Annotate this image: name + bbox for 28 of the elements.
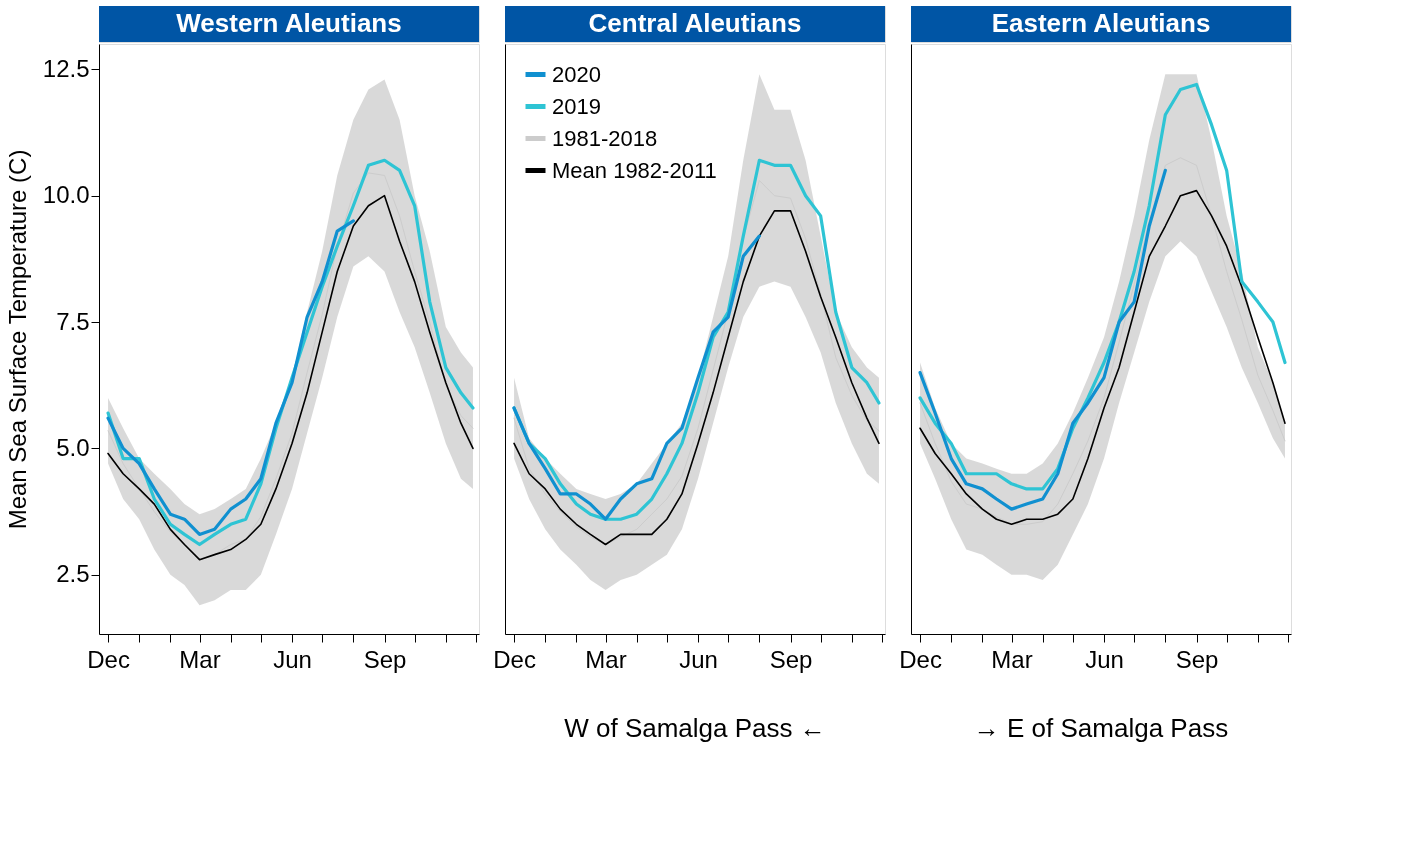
y-tick-label: 2.5	[56, 560, 90, 588]
y-tick-label: 7.5	[56, 307, 90, 335]
text: W of Samalga Pass ←	[564, 713, 826, 743]
x-tick-label: Mar	[991, 645, 1033, 673]
y-tick-label: 12.5	[42, 54, 90, 82]
chart-title: Western Aleutians	[176, 8, 402, 38]
legend-label: Mean 1982-2011	[552, 157, 717, 183]
x-tick-label: Dec	[493, 645, 536, 673]
text: → E of Samalga Pass	[973, 713, 1229, 743]
x-tick-label: Mar	[179, 645, 221, 673]
legend-label: 2020	[552, 61, 601, 87]
x-tick-label: Sep	[769, 645, 813, 673]
legend-label: 1981-2018	[552, 125, 658, 151]
x-tick-label: Jun	[679, 645, 718, 673]
y-axis-title: Mean Sea Surface Temperature (C)	[3, 149, 31, 530]
x-tick-label: Dec	[87, 645, 130, 673]
x-tick-label: Sep	[1175, 645, 1219, 673]
x-tick-label: Sep	[363, 645, 407, 673]
x-tick-label: Mar	[585, 645, 627, 673]
chart-title: Eastern Aleutians	[991, 8, 1211, 38]
y-tick-label: 10.0	[42, 181, 90, 209]
legend-label: 2019	[552, 93, 601, 119]
x-tick-label: Dec	[899, 645, 942, 673]
line-series	[106, 219, 355, 536]
chart-title: Central Aleutians	[588, 8, 802, 38]
x-tick-label: Jun	[273, 645, 312, 673]
y-tick-label: 5.0	[56, 433, 90, 461]
x-tick-label: Jun	[1085, 645, 1124, 673]
